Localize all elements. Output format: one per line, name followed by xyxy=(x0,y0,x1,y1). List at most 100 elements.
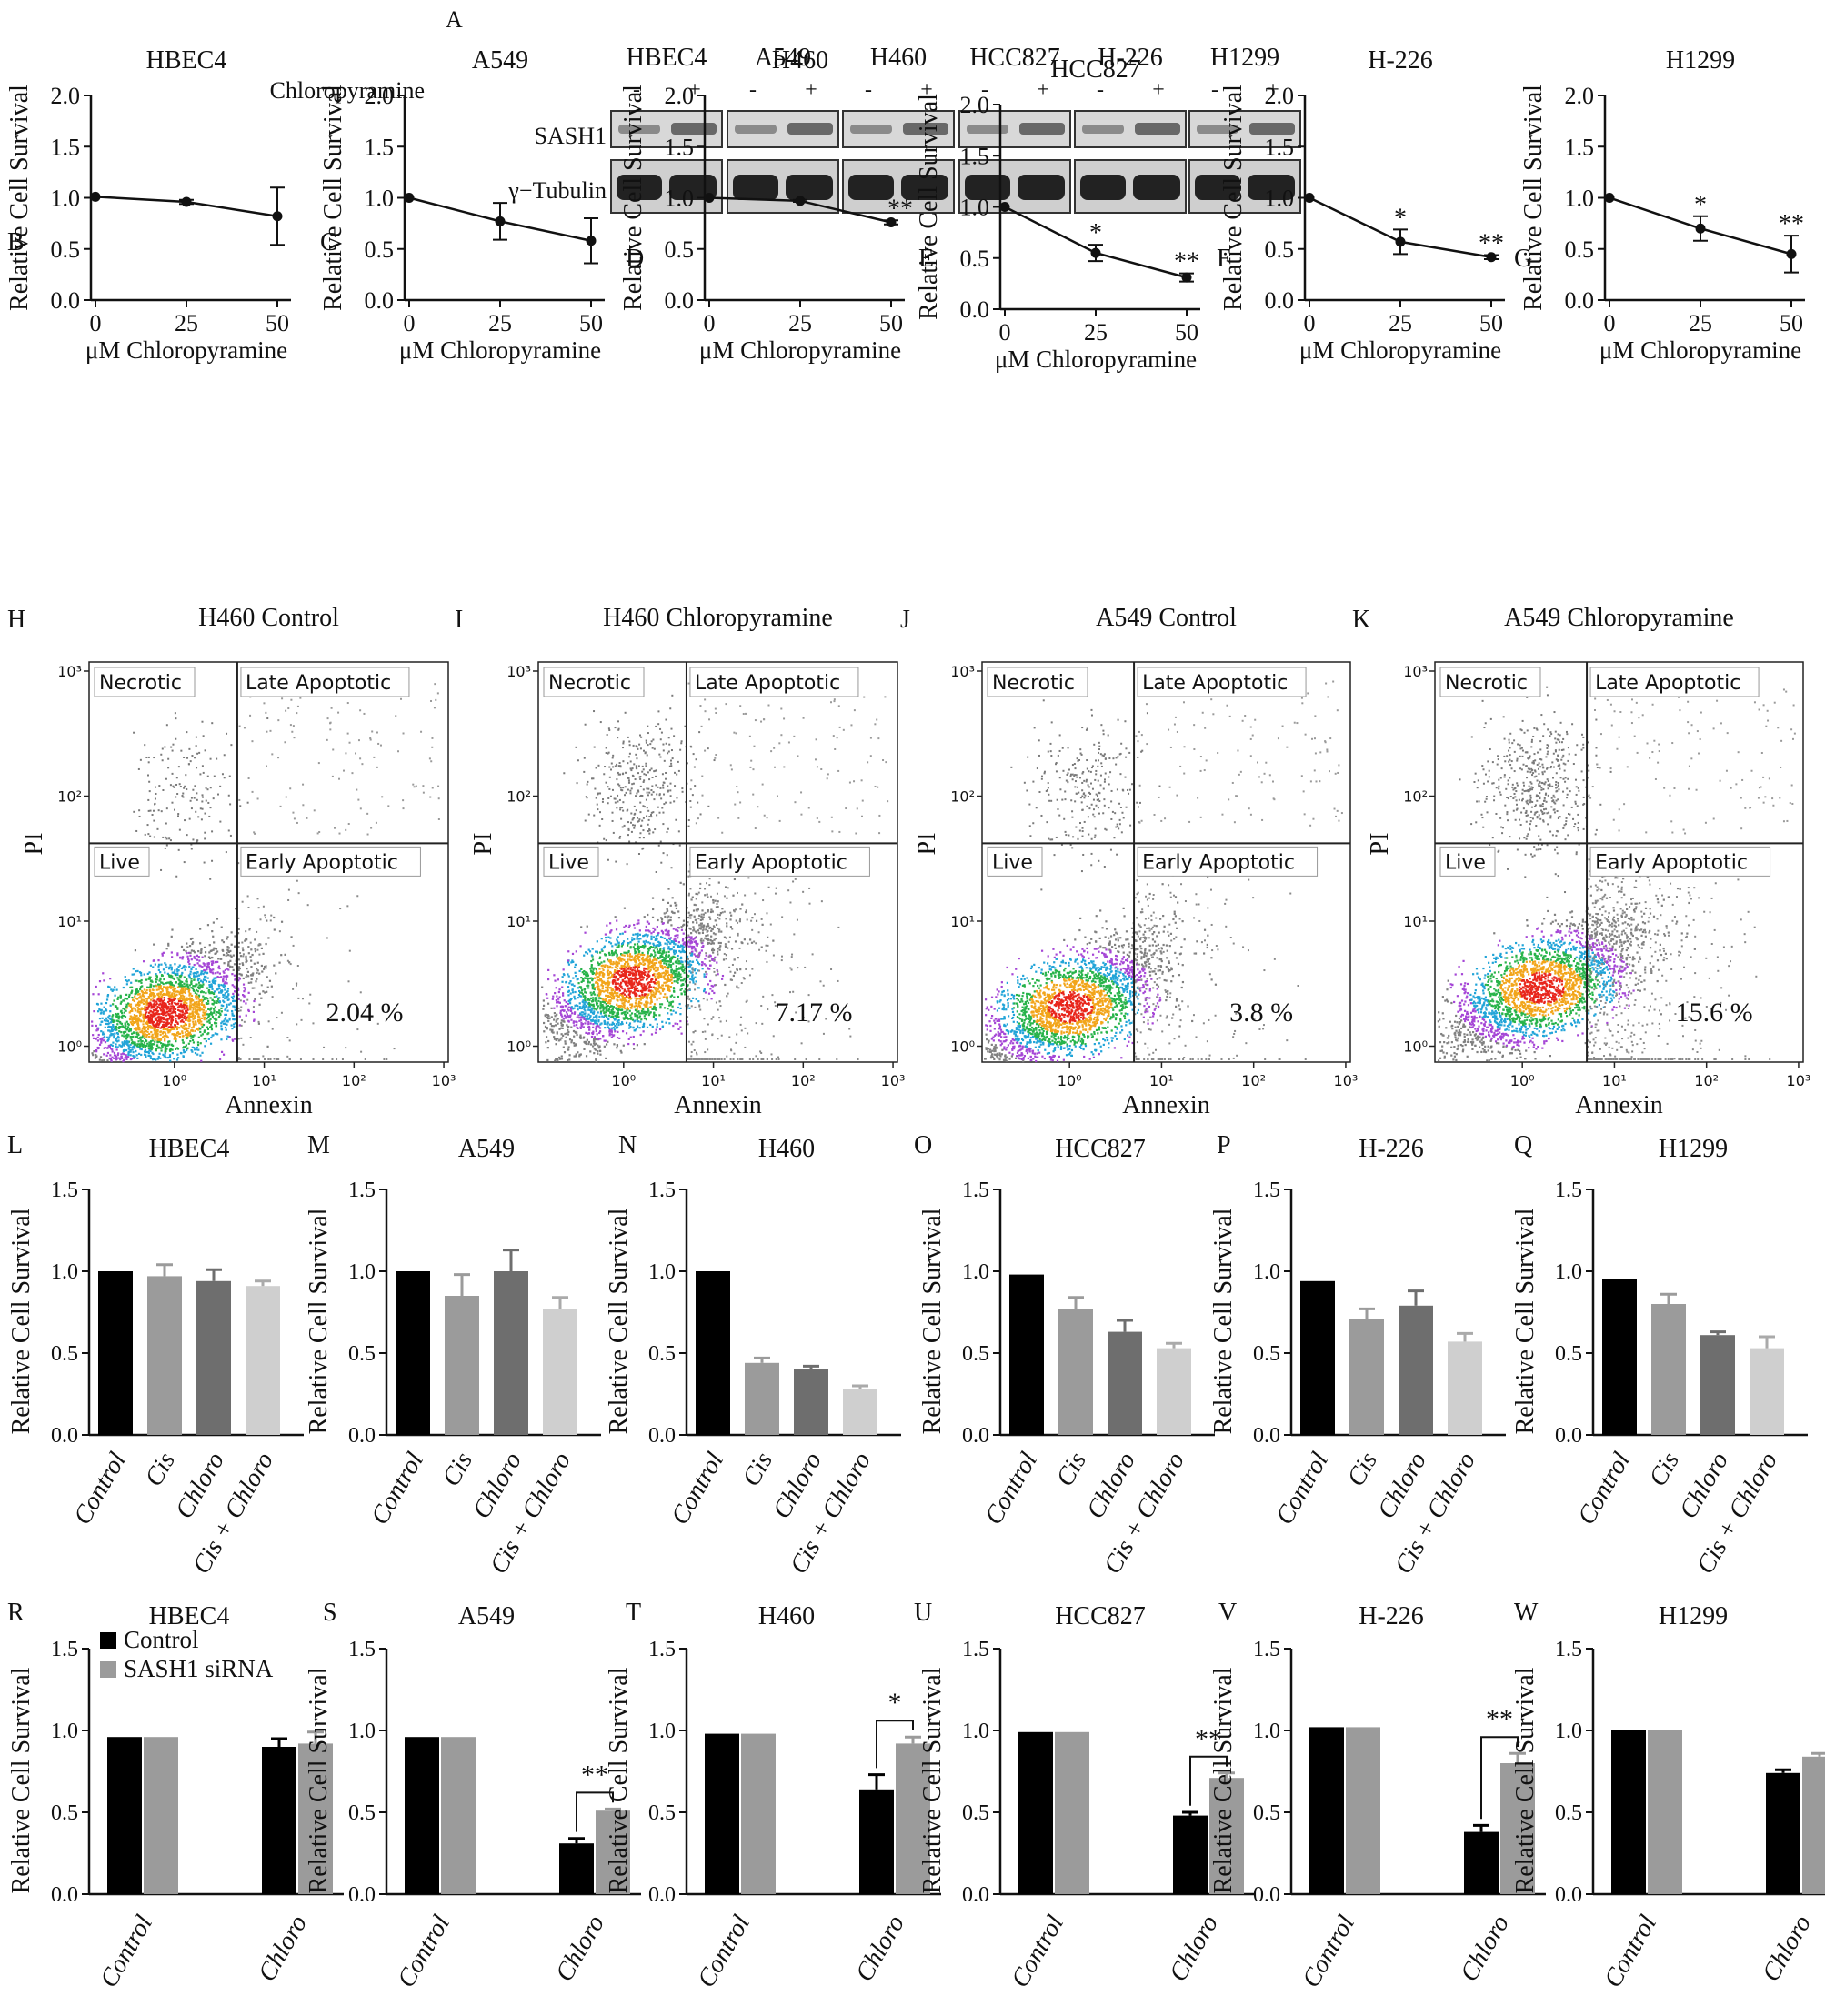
event-dot xyxy=(211,930,214,933)
event-dot xyxy=(640,973,643,976)
event-dot xyxy=(667,988,669,992)
event-dot xyxy=(140,981,143,984)
event-dot xyxy=(157,998,160,1000)
event-dot xyxy=(162,999,165,1003)
event-dot xyxy=(185,985,187,988)
event-dot xyxy=(162,1008,165,1010)
event-dot xyxy=(586,998,589,1001)
event-dot xyxy=(150,983,153,987)
event-dot xyxy=(605,1016,608,1019)
event-dot xyxy=(567,1009,570,1012)
event-dot xyxy=(227,947,230,949)
event-dot xyxy=(586,952,589,955)
event-dot xyxy=(667,940,670,943)
event-dot xyxy=(570,1018,573,1021)
event-dot xyxy=(618,984,621,987)
event-dot xyxy=(186,1033,189,1037)
event-dot xyxy=(702,928,705,931)
event-dot xyxy=(270,985,273,988)
event-dot xyxy=(558,1001,561,1004)
event-dot xyxy=(155,786,157,788)
event-dot xyxy=(95,1038,97,1040)
event-dot xyxy=(220,1050,224,1053)
event-dot xyxy=(561,976,564,978)
y-tick-label: 10³ xyxy=(57,663,82,680)
event-dot xyxy=(183,787,186,789)
event-dot xyxy=(147,1047,150,1050)
event-dot xyxy=(138,997,141,999)
event-dot xyxy=(347,822,350,825)
event-dot xyxy=(609,992,613,995)
event-dot xyxy=(596,981,599,984)
event-dot xyxy=(545,1013,547,1016)
event-dot xyxy=(652,949,656,952)
event-dot xyxy=(619,957,622,959)
event-dot xyxy=(634,964,637,967)
event-dot xyxy=(226,976,228,978)
event-dot xyxy=(185,1044,188,1047)
event-dot xyxy=(576,1033,578,1037)
event-dot xyxy=(677,973,679,976)
event-dot xyxy=(139,1014,142,1017)
event-dot xyxy=(145,991,148,995)
event-dot xyxy=(623,989,626,993)
event-dot xyxy=(153,1028,155,1031)
event-dot xyxy=(651,897,655,899)
event-dot xyxy=(667,901,670,904)
event-dot xyxy=(659,1003,662,1006)
event-dot xyxy=(579,1034,582,1037)
event-dot xyxy=(190,978,193,980)
event-dot xyxy=(627,989,630,992)
event-dot xyxy=(199,1030,202,1034)
event-dot xyxy=(610,989,613,992)
event-dot xyxy=(630,1012,634,1015)
event-dot xyxy=(611,981,614,984)
event-dot xyxy=(135,1036,137,1038)
event-dot xyxy=(108,1018,111,1020)
event-dot xyxy=(260,947,263,949)
event-dot xyxy=(224,992,226,995)
event-dot xyxy=(179,1015,182,1018)
event-dot xyxy=(149,1001,152,1004)
event-dot xyxy=(592,1045,595,1048)
event-dot xyxy=(357,798,360,801)
event-dot xyxy=(667,932,670,935)
sash1-band xyxy=(787,123,833,135)
event-dot xyxy=(636,965,639,968)
event-dot xyxy=(615,971,617,974)
event-dot xyxy=(677,926,679,929)
event-dot xyxy=(136,1045,139,1048)
event-dot xyxy=(105,1008,107,1010)
event-dot xyxy=(636,969,638,972)
event-dot xyxy=(155,792,157,795)
event-dot xyxy=(165,1048,168,1050)
event-dot xyxy=(155,1031,157,1035)
event-dot xyxy=(107,1016,110,1018)
event-dot xyxy=(256,971,258,974)
event-dot xyxy=(546,1016,548,1019)
event-dot xyxy=(188,1020,191,1023)
event-dot xyxy=(145,1003,148,1006)
event-dot xyxy=(292,811,295,814)
event-dot xyxy=(257,1022,261,1025)
event-dot xyxy=(196,1003,199,1006)
event-dot xyxy=(206,1020,209,1023)
y-tick-label: 2.0 xyxy=(665,83,695,109)
event-dot xyxy=(175,981,177,984)
event-dot xyxy=(167,974,171,977)
significance-marker: ** xyxy=(1479,230,1504,258)
event-dot xyxy=(120,1053,123,1056)
event-dot xyxy=(637,956,639,958)
event-dot xyxy=(330,707,333,709)
event-dot xyxy=(177,1027,181,1029)
event-dot xyxy=(675,934,677,937)
event-dot xyxy=(206,1018,208,1020)
event-dot xyxy=(215,1013,217,1016)
event-dot xyxy=(156,993,159,996)
event-dot xyxy=(628,987,632,990)
event-dot xyxy=(750,941,754,944)
event-dot xyxy=(110,1017,113,1020)
event-dot xyxy=(604,964,607,967)
event-dot xyxy=(149,1025,152,1028)
event-dot xyxy=(173,1027,175,1029)
